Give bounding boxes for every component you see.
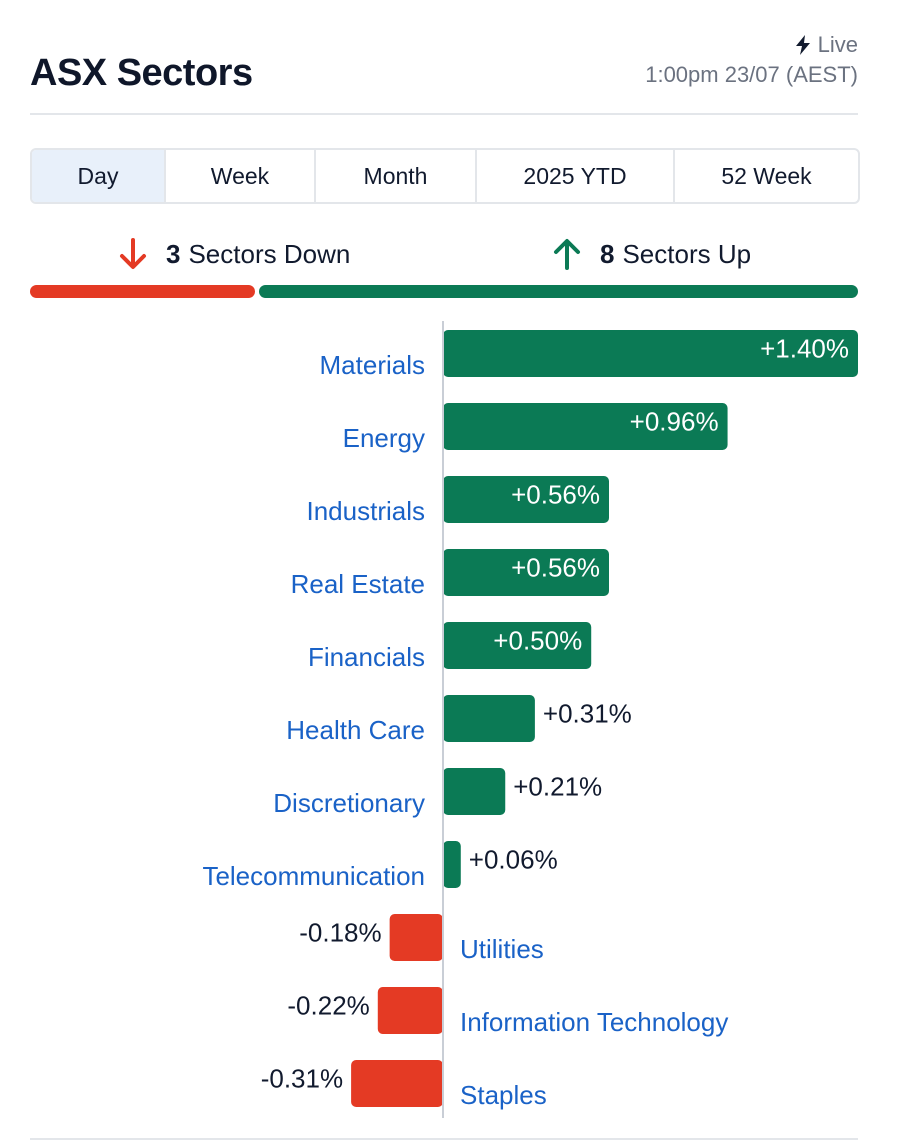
sector-label-financials[interactable]: Financials <box>308 642 425 672</box>
tab-month[interactable]: Month <box>316 150 477 202</box>
tab-week[interactable]: Week <box>166 150 316 202</box>
live-indicator: Live <box>794 32 858 58</box>
bar-health-care <box>443 695 535 742</box>
live-label: Live <box>817 32 858 57</box>
arrow-up-icon <box>554 239 580 270</box>
bar-utilities <box>389 914 443 961</box>
up-count: 8 <box>600 238 615 269</box>
value-label-health-care: +0.31% <box>543 699 632 729</box>
tab-52-week[interactable]: 52 Week <box>721 162 812 189</box>
sectors-up-summary: 8 Sectors Up <box>552 232 751 276</box>
sector-label-telecommunication[interactable]: Telecommunication <box>202 861 425 891</box>
page-title: ASX Sectors <box>30 52 253 94</box>
sector-label-materials[interactable]: Materials <box>320 350 425 380</box>
sector-label-real-estate[interactable]: Real Estate <box>291 569 425 599</box>
value-label-energy: +0.96% <box>630 407 719 437</box>
up-ratio-bar <box>258 285 858 298</box>
bar-materials <box>443 330 858 377</box>
sector-bar-chart: Materials +1.40% Energy +0.96% Industrials +0… <box>202 321 858 1118</box>
arrow-down-icon <box>120 238 146 269</box>
sector-label-staples[interactable]: Staples <box>460 1080 547 1110</box>
value-label-real-estate: +0.56% <box>511 553 600 583</box>
sector-label-utilities[interactable]: Utilities <box>460 934 544 964</box>
lightning-icon <box>795 35 810 55</box>
bar-telecommunication <box>443 841 461 888</box>
up-label: Sectors Up <box>622 238 752 269</box>
value-label-materials: +1.40% <box>760 334 849 364</box>
bar-staples <box>351 1060 443 1107</box>
value-label-staples: -0.31% <box>261 1064 343 1094</box>
value-label-discretionary: +0.21% <box>513 772 602 802</box>
header: ASX Sectors Live 1:00pm 23/07 (AEST) <box>30 30 858 114</box>
bar-financials <box>443 622 592 669</box>
period-tabs: Day Week Month 2025 YTD 52 Week <box>30 148 860 204</box>
value-label-telecommunication: +0.06% <box>469 845 558 875</box>
sector-label-information-technology[interactable]: Information Technology <box>460 1007 728 1037</box>
tab-day[interactable]: Day <box>32 150 166 202</box>
sector-label-industrials[interactable]: Industrials <box>307 496 426 526</box>
timestamp: 1:00pm 23/07 (AEST) <box>645 62 858 87</box>
bar-discretionary <box>443 768 506 815</box>
value-label-information-technology: -0.22% <box>287 991 369 1021</box>
bar-energy <box>443 403 728 450</box>
bar-real-estate <box>443 549 609 596</box>
value-label-industrials: +0.56% <box>511 480 600 510</box>
sector-label-energy[interactable]: Energy <box>343 423 425 453</box>
value-label-utilities: -0.18% <box>299 918 381 948</box>
footer-divider <box>30 1138 858 1140</box>
header-divider <box>30 113 858 115</box>
tab-2025-ytd[interactable]: 2025 YTD <box>477 150 675 202</box>
bar-information-technology <box>377 987 443 1034</box>
sectors-down-summary: 3 Sectors Down <box>118 232 350 276</box>
sector-label-discretionary[interactable]: Discretionary <box>273 788 425 818</box>
down-label: Sectors Down <box>188 238 351 269</box>
down-count: 3 <box>166 238 181 269</box>
bar-industrials <box>443 476 609 523</box>
sector-label-health-care[interactable]: Health Care <box>286 715 425 745</box>
down-ratio-bar <box>30 285 255 298</box>
value-label-financials: +0.50% <box>493 626 582 656</box>
